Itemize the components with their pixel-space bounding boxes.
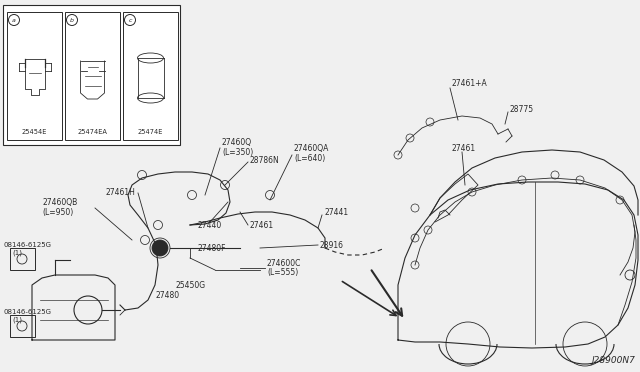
Text: 27480: 27480 xyxy=(155,291,179,299)
Bar xyxy=(7,12,62,140)
Text: (L=555): (L=555) xyxy=(267,269,298,278)
Text: 08146-6125G: 08146-6125G xyxy=(3,242,51,248)
Text: 25474E: 25474E xyxy=(138,129,163,135)
Text: 25474EA: 25474EA xyxy=(77,129,108,135)
Text: (1): (1) xyxy=(12,317,22,323)
Text: 28916: 28916 xyxy=(320,241,344,250)
Text: 27480F: 27480F xyxy=(197,244,225,253)
Text: 28786N: 28786N xyxy=(250,155,280,164)
Text: 27460Q: 27460Q xyxy=(222,138,252,147)
Text: a: a xyxy=(12,17,16,22)
Text: J28900N7: J28900N7 xyxy=(591,356,635,365)
Text: (1): (1) xyxy=(12,250,22,256)
Bar xyxy=(3,5,180,145)
Bar xyxy=(65,12,120,140)
Text: 27461: 27461 xyxy=(452,144,476,153)
Text: 27461+A: 27461+A xyxy=(452,78,488,87)
Text: 25454E: 25454E xyxy=(22,129,47,135)
Bar xyxy=(10,248,35,270)
Text: 274600C: 274600C xyxy=(267,259,301,267)
Text: 28775: 28775 xyxy=(510,105,534,113)
Circle shape xyxy=(152,240,168,256)
Text: (L=950): (L=950) xyxy=(42,208,73,217)
Bar xyxy=(123,12,178,140)
Text: 27461: 27461 xyxy=(250,221,274,230)
Text: 27461H: 27461H xyxy=(105,187,135,196)
Text: 27441: 27441 xyxy=(325,208,349,217)
Text: b: b xyxy=(70,17,74,22)
Text: c: c xyxy=(128,17,132,22)
Text: 27460QB: 27460QB xyxy=(42,198,77,206)
Text: (L=350): (L=350) xyxy=(222,148,253,157)
Text: 27460QA: 27460QA xyxy=(294,144,330,153)
Text: (L=640): (L=640) xyxy=(294,154,325,163)
Text: 27440: 27440 xyxy=(198,221,222,230)
Text: 08146-6125G: 08146-6125G xyxy=(3,309,51,315)
Bar xyxy=(10,315,35,337)
Text: 25450G: 25450G xyxy=(175,280,205,289)
